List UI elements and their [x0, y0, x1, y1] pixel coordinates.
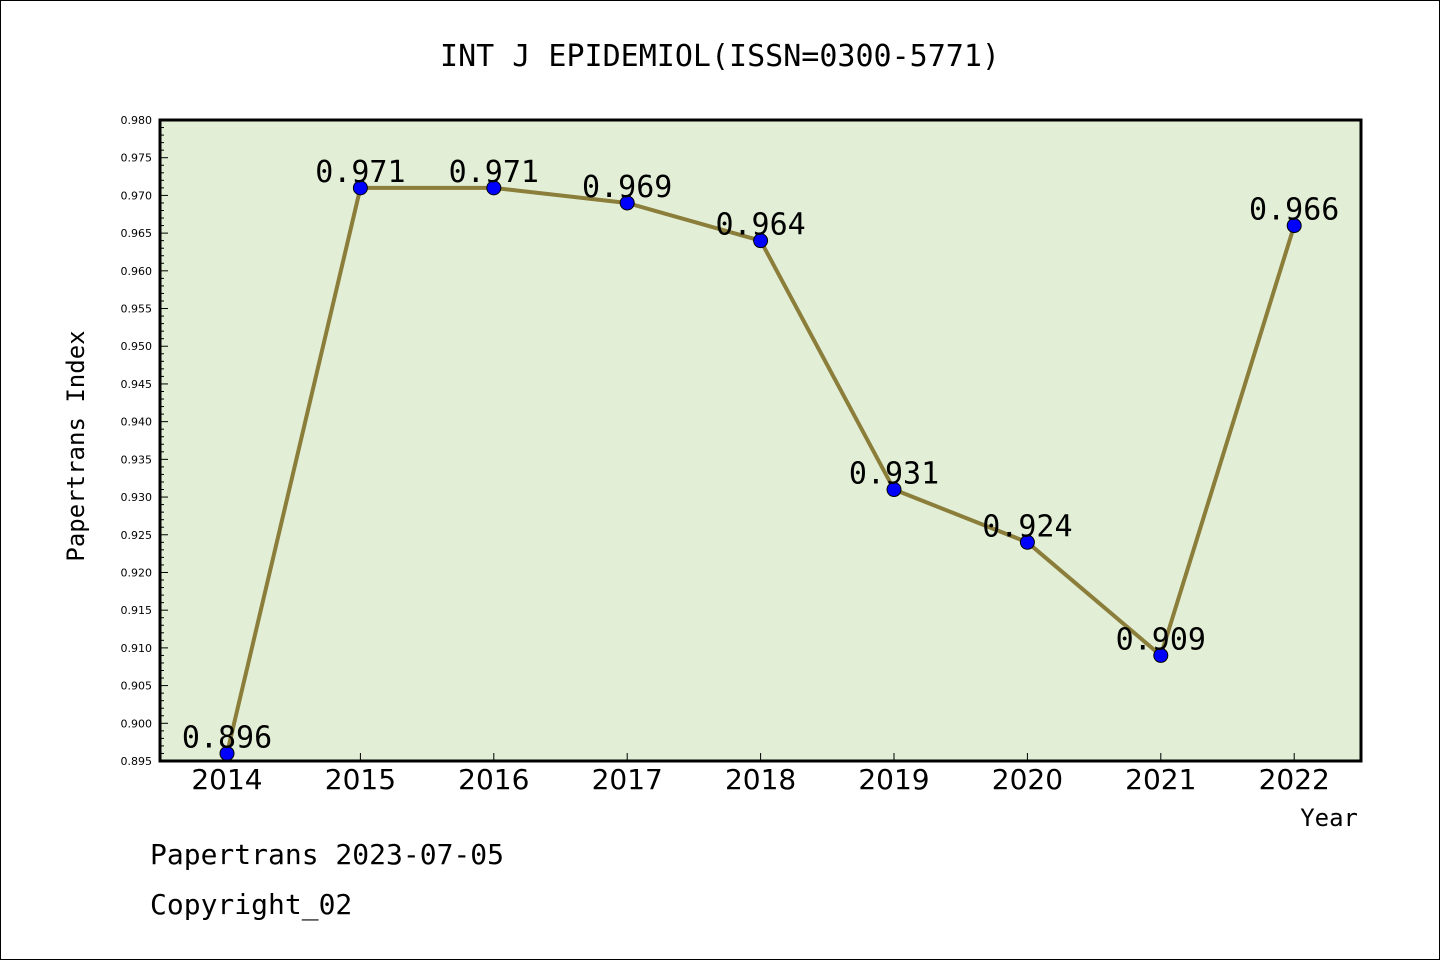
x-tick-label: 2022: [1259, 763, 1330, 796]
y-tick-label: 0.930: [121, 491, 153, 504]
x-tick-label: 2017: [592, 763, 663, 796]
y-tick-label: 0.895: [121, 755, 153, 768]
y-tick-label: 0.965: [121, 227, 153, 240]
footer-date: Papertrans 2023-07-05: [150, 838, 504, 871]
marker-group: [219, 180, 1302, 761]
data-label: 0.964: [715, 208, 805, 243]
y-tick-label: 0.980: [121, 114, 153, 127]
y-tick-label: 0.935: [121, 453, 153, 466]
y-tick-label: 0.940: [121, 416, 153, 429]
data-point-marker: [886, 482, 902, 498]
data-label-group: 0.896 0.971 0.971 0.969 0.964 0.931 0.924 0.909…: [182, 155, 1340, 756]
chart-title: INT J EPIDEMIOL(ISSN=0300-5771): [440, 39, 1000, 74]
y-tick-label: 0.900: [121, 717, 153, 730]
y-axis-label: Papertrans Index: [62, 330, 90, 561]
data-point-marker: [486, 180, 502, 196]
y-axis: 0.895 0.900 0.905 0.910 0.915 0.920 0.925 0.930…: [121, 114, 168, 768]
y-tick-label: 0.970: [121, 189, 153, 202]
x-tick-label: 2020: [992, 763, 1063, 796]
plot-border: [158, 118, 1363, 763]
footer-copyright: Copyright_02: [150, 888, 352, 922]
y-tick-label: 0.925: [121, 529, 153, 542]
y-tick-label: 0.915: [121, 604, 153, 617]
x-tick-label: 2018: [725, 763, 796, 796]
x-tick-label: 2016: [458, 763, 529, 796]
x-tick-label: 2021: [1125, 763, 1196, 796]
data-label: 0.971: [449, 155, 539, 190]
data-label: 0.931: [849, 457, 939, 492]
x-axis: 2014 2015 2016 2017 2018 2019 2020 2021 2022: [191, 753, 1330, 796]
data-point-marker: [1019, 534, 1035, 550]
y-tick-label: 0.955: [121, 303, 153, 316]
y-tick-label: 0.975: [121, 152, 153, 165]
data-label: 0.909: [1116, 622, 1206, 657]
data-point-marker: [619, 195, 635, 211]
data-point-marker: [753, 233, 769, 249]
data-label: 0.971: [315, 155, 405, 190]
data-label: 0.966: [1249, 193, 1339, 228]
y-tick-label: 0.920: [121, 566, 153, 579]
data-label: 0.896: [182, 720, 272, 755]
y-tick-label: 0.960: [121, 265, 153, 278]
x-axis-label: Year: [1300, 804, 1358, 832]
data-point-marker: [1153, 647, 1169, 663]
y-tick-label: 0.910: [121, 642, 153, 655]
y-tick-label: 0.905: [121, 680, 153, 693]
x-tick-label: 2014: [191, 763, 262, 796]
y-tick-label: 0.945: [121, 378, 153, 391]
data-point-marker: [352, 180, 368, 196]
data-label: 0.969: [582, 170, 672, 205]
data-label: 0.924: [982, 509, 1072, 544]
data-point-marker: [1286, 218, 1302, 234]
x-tick-label: 2019: [858, 763, 929, 796]
x-tick-label: 2015: [325, 763, 396, 796]
y-tick-label: 0.950: [121, 340, 153, 353]
